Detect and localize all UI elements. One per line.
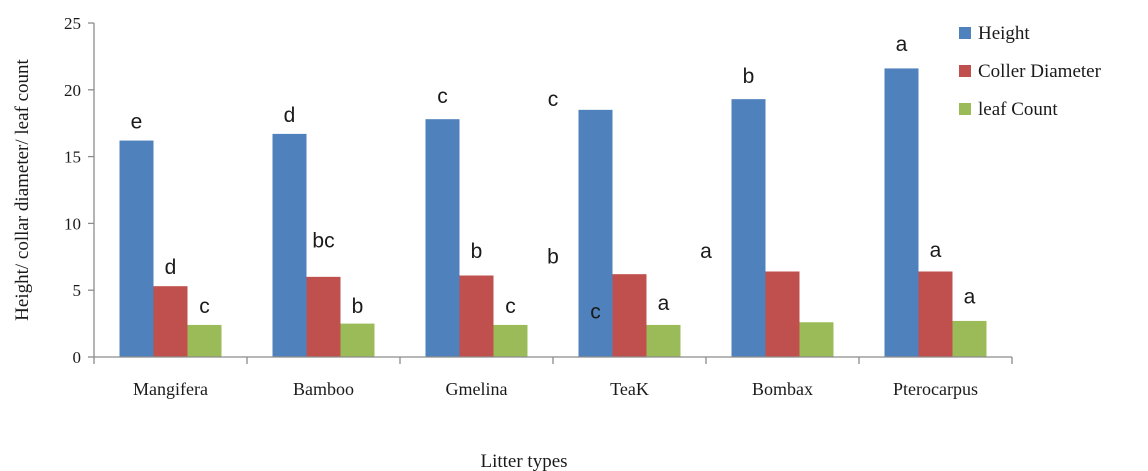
significance-letter: a [896, 33, 908, 56]
significance-letter: b [743, 65, 755, 88]
bar-leaf-count-pterocarpus [952, 320, 987, 357]
significance-letter: c [505, 295, 516, 318]
significance-letter: b [352, 295, 364, 318]
x-tick-label-pterocarpus: Pterocarpus [893, 379, 978, 399]
legend-swatch-height [959, 27, 971, 39]
x-tick-label-mangifera: Mangifera [133, 379, 208, 399]
x-tick-label-bamboo: Bamboo [293, 379, 354, 399]
legend-label-height: Height [978, 23, 1030, 44]
bar-height-mangifera [119, 140, 154, 357]
significance-letter: a [930, 239, 942, 262]
significance-letter: c [199, 295, 210, 318]
y-axis-ticks: 0 5 10 15 20 25 [64, 14, 94, 367]
significance-letter: bc [312, 229, 334, 252]
bar-leaf-count-bamboo [340, 323, 375, 357]
bar-coller-diameter-mangifera [153, 286, 188, 357]
significance-letter: a [964, 286, 976, 309]
x-tick-label-bombax: Bombax [752, 379, 813, 399]
significance-letter: b [547, 245, 559, 268]
bar-height-gmelina [425, 119, 460, 357]
significance-letter: e [131, 111, 143, 134]
legend: Height Coller Diameter leaf Count [959, 23, 1102, 120]
bars-layer [119, 68, 987, 357]
bar-leaf-count-gmelina [493, 324, 528, 357]
y-tick-label: 0 [73, 348, 82, 367]
y-tick-label: 25 [64, 14, 81, 33]
x-tick-label-gmelina: Gmelina [446, 379, 508, 399]
bar-leaf-count-teak [646, 324, 681, 357]
bar-height-bombax [731, 99, 766, 357]
significance-letter: d [284, 104, 296, 127]
significance-letter: c [590, 300, 601, 323]
significance-letter: a [658, 292, 670, 315]
x-axis-ticks: Mangifera Bamboo Gmelina TeaK Bombax Pterocar… [93, 357, 1013, 399]
bar-height-bamboo [272, 133, 307, 357]
bar-coller-diameter-gmelina [459, 275, 494, 357]
y-tick-label: 10 [64, 214, 81, 233]
bar-height-pterocarpus [884, 68, 919, 357]
bar-leaf-count-bombax [799, 322, 834, 357]
bar-coller-diameter-pterocarpus [918, 271, 953, 357]
y-tick-label: 5 [73, 281, 82, 300]
x-tick-label-teak: TeaK [610, 379, 649, 399]
significance-letter: c [437, 85, 448, 108]
bar-coller-diameter-bamboo [306, 276, 341, 357]
y-axis-title: Height/ collar diameter/ leaf count [12, 58, 33, 320]
legend-label-leaf-count: leaf Count [978, 99, 1058, 120]
bar-leaf-count-mangifera [187, 324, 222, 357]
x-axis-title: Litter types [480, 451, 567, 471]
significance-letter: b [471, 240, 483, 263]
legend-label-coller-diameter: Coller Diameter [978, 61, 1102, 82]
significance-letter: d [165, 256, 177, 279]
legend-swatch-leaf-count [959, 103, 971, 115]
significance-letter: c [548, 88, 559, 111]
significance-letter: a [700, 240, 712, 263]
y-tick-label: 15 [64, 148, 81, 167]
bar-height-teak [578, 109, 613, 357]
y-tick-label: 20 [64, 81, 81, 100]
bar-coller-diameter-teak [612, 274, 647, 357]
legend-swatch-coller-diameter [959, 65, 971, 77]
bar-coller-diameter-bombax [765, 271, 800, 357]
